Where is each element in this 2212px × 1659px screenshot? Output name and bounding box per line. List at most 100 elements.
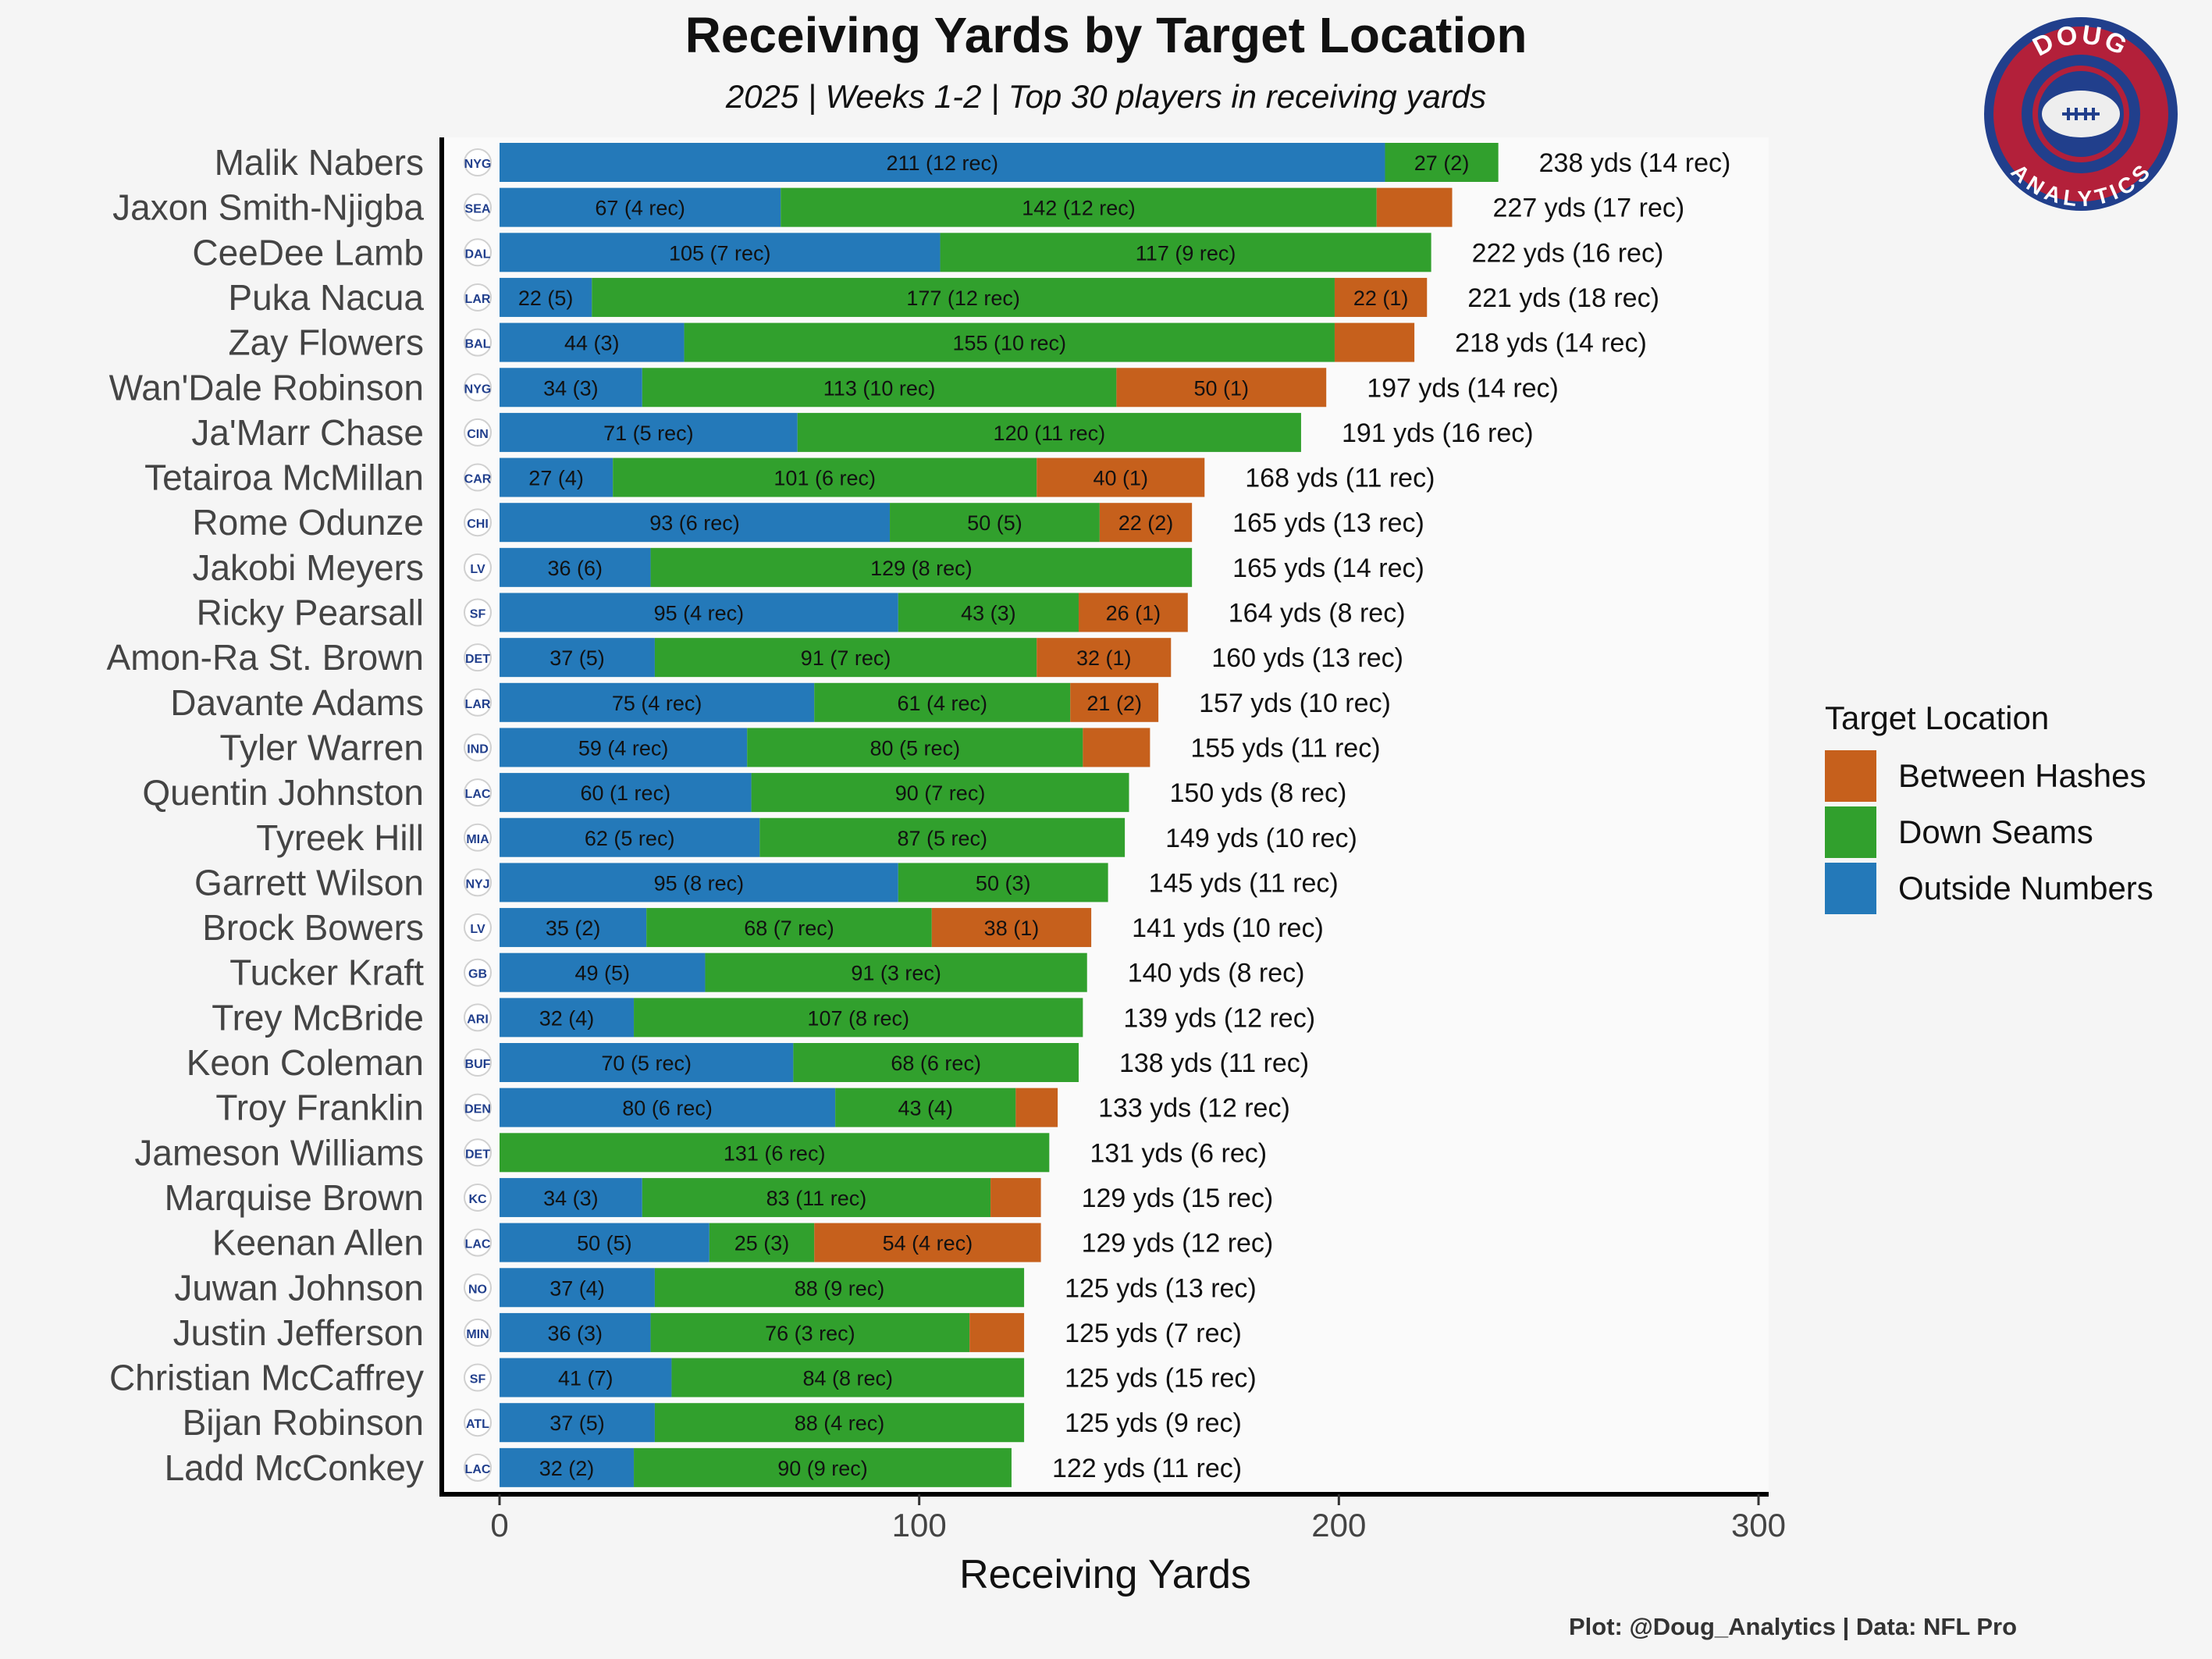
chart-subtitle: 2025 | Weeks 1-2 | Top 30 players in rec… xyxy=(725,78,1487,115)
bar-label-between-hashes: 22 (1) xyxy=(1353,287,1409,310)
bar-between-hashes xyxy=(1037,638,1172,678)
bar-down-seams xyxy=(646,908,932,948)
bar-label-down-seams: 76 (3 rec) xyxy=(765,1322,855,1345)
total-label: 149 yds (10 rec) xyxy=(1165,824,1357,853)
bar-outside-numbers xyxy=(500,952,706,992)
player-name-label: Brock Bowers xyxy=(202,907,424,948)
player-name-label: Ladd McConkey xyxy=(165,1447,424,1488)
bar-between-hashes xyxy=(1070,682,1159,722)
bar-label-down-seams: 61 (4 rec) xyxy=(897,692,987,715)
bar-outside-numbers xyxy=(500,412,798,452)
bar-label-down-seams: 91 (3 rec) xyxy=(851,962,941,985)
bar-between-hashes xyxy=(814,1223,1041,1262)
bar-outside-numbers xyxy=(500,233,941,272)
bar-label-down-seams: 91 (7 rec) xyxy=(801,646,891,670)
bar-label-down-seams: 27 (2) xyxy=(1414,151,1470,175)
bar-down-seams xyxy=(898,593,1079,632)
team-logo-icon: MIA xyxy=(464,823,492,852)
team-logo-icon: BUF xyxy=(464,1048,492,1077)
legend-label-outside-numbers: Outside Numbers xyxy=(1898,870,2153,906)
bar-outside-numbers xyxy=(500,547,651,587)
bar-label-down-seams: 50 (5) xyxy=(967,511,1022,535)
bar-down-seams xyxy=(898,863,1108,902)
bar-label-down-seams: 117 (9 rec) xyxy=(1136,241,1236,265)
bar-between-hashes xyxy=(1037,457,1205,497)
bar-outside-numbers xyxy=(500,998,635,1038)
player-name-label: Ricky Pearsall xyxy=(197,593,424,633)
legend-swatch-between-hashes xyxy=(1825,750,1876,802)
bar-down-seams xyxy=(642,1177,991,1217)
total-label: 139 yds (12 rec) xyxy=(1123,1003,1315,1033)
x-tick-label: 0 xyxy=(490,1507,508,1543)
svg-text:ARI: ARI xyxy=(467,1013,489,1026)
bar-outside-numbers xyxy=(500,1177,642,1217)
x-tick-label: 200 xyxy=(1311,1507,1366,1543)
svg-text:NYG: NYG xyxy=(464,158,492,171)
team-logo-icon: NYG xyxy=(464,373,492,402)
bar-between-hashes xyxy=(1334,277,1428,317)
team-logo-icon: DAL xyxy=(464,238,492,267)
legend-item-outside-numbers: Outside Numbers xyxy=(1825,860,2153,917)
total-label: 197 yds (14 rec) xyxy=(1367,373,1559,403)
team-logo-icon: LAR xyxy=(464,283,492,312)
bar-between-hashes xyxy=(969,1312,1025,1352)
player-name-label: Keon Coleman xyxy=(187,1042,424,1083)
svg-text:NYJ: NYJ xyxy=(465,878,489,891)
bar-label-down-seams: 90 (7 rec) xyxy=(895,781,986,805)
bar-label-outside-numbers: 50 (5) xyxy=(577,1232,632,1255)
total-label: 165 yds (13 rec) xyxy=(1232,508,1424,538)
bar-outside-numbers xyxy=(500,1312,651,1352)
player-name-label: Amon-Ra St. Brown xyxy=(107,637,424,678)
legend-title: Target Location xyxy=(1825,700,2050,736)
total-label: 129 yds (12 rec) xyxy=(1082,1229,1274,1258)
player-name-label: Juwan Johnson xyxy=(174,1267,424,1308)
total-label: 164 yds (8 rec) xyxy=(1229,599,1406,628)
player-name-label: Tetairoa McMillan xyxy=(144,457,424,498)
bar-label-outside-numbers: 27 (4) xyxy=(528,467,584,490)
player-name-label: Trey McBride xyxy=(212,997,424,1038)
total-label: 138 yds (11 rec) xyxy=(1119,1048,1309,1078)
bar-down-seams xyxy=(654,1268,1025,1308)
team-logo-icon: NO xyxy=(464,1273,492,1302)
team-logo-icon: NYG xyxy=(464,148,492,176)
bar-down-seams xyxy=(709,1223,815,1262)
legend: Target Location Between Hashes Down Seam… xyxy=(1825,700,2153,917)
bar-down-seams xyxy=(500,1133,1050,1173)
total-label: 238 yds (14 rec) xyxy=(1539,148,1731,178)
svg-text:NO: NO xyxy=(468,1283,487,1296)
total-label: 125 yds (15 rec) xyxy=(1065,1364,1257,1394)
team-logo-icon: SF xyxy=(464,1363,492,1392)
bar-down-seams xyxy=(890,503,1100,543)
total-label: 133 yds (12 rec) xyxy=(1098,1094,1290,1123)
total-label: 191 yds (16 rec) xyxy=(1342,418,1534,448)
bar-down-seams xyxy=(642,368,1117,408)
total-label: 122 yds (11 rec) xyxy=(1052,1454,1242,1483)
total-label: 155 yds (11 rec) xyxy=(1190,733,1380,763)
bar-outside-numbers xyxy=(500,638,655,678)
chart-title: Receiving Yards by Target Location xyxy=(685,7,1527,63)
svg-text:MIN: MIN xyxy=(466,1328,489,1341)
doug-analytics-logo: DOUG ANALYTICS xyxy=(1984,17,2178,211)
team-logo-icon: NYJ xyxy=(464,868,492,897)
svg-text:DEN: DEN xyxy=(464,1103,491,1116)
player-name-label: Puka Nacua xyxy=(228,277,424,318)
bar-down-seams xyxy=(797,412,1301,452)
total-label: 125 yds (13 rec) xyxy=(1065,1273,1257,1303)
team-logo-icon: BAL xyxy=(464,328,492,357)
svg-text:GB: GB xyxy=(468,968,487,981)
bar-label-between-hashes: 50 (1) xyxy=(1194,376,1250,400)
labels-layer: 211 (12 rec) 27 (2) 238 yds (14 rec) Malik … xyxy=(107,142,1731,1488)
bar-label-outside-numbers: 67 (4 rec) xyxy=(595,197,685,220)
bar-label-outside-numbers: 93 (6 rec) xyxy=(649,511,740,535)
player-name-label: Ja'Marr Chase xyxy=(191,412,424,453)
bar-between-hashes xyxy=(1099,503,1193,543)
bar-outside-numbers xyxy=(500,728,748,767)
bar-outside-numbers xyxy=(500,143,1385,182)
bar-label-down-seams: 88 (4 rec) xyxy=(795,1412,885,1435)
bar-outside-numbers xyxy=(500,1403,655,1443)
legend-label-down-seams: Down Seams xyxy=(1898,813,2093,850)
bar-label-down-seams: 68 (6 rec) xyxy=(891,1052,981,1075)
svg-text:BAL: BAL xyxy=(465,338,491,351)
x-axis: 0 100 200 300 xyxy=(490,1494,1786,1543)
svg-text:CIN: CIN xyxy=(467,428,489,441)
